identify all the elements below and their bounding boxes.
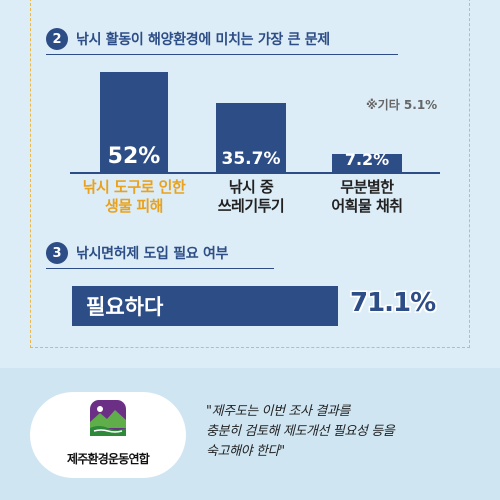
answer-value: 71.1% <box>350 288 436 318</box>
section-3-header: 3 낚시면허제 도입 필요 여부 <box>46 240 274 269</box>
category-label: 낚시 중 쓰레기투기 <box>217 178 285 215</box>
header-underline <box>46 267 274 269</box>
section-number-badge: 2 <box>46 28 68 50</box>
dashed-frame <box>30 0 470 348</box>
category-label: 낚시 도구로 인한 생물 피해 <box>82 178 186 215</box>
category-label: 무분별한 어획물 채취 <box>331 178 403 215</box>
bar-reckless-harvest: 7.2% <box>332 150 402 172</box>
section-number-badge: 3 <box>46 242 68 264</box>
bar-value-label: 52% <box>107 144 161 169</box>
bar-value-label: 7.2% <box>344 150 390 169</box>
bar-fishing-gear-damage: 52% <box>100 72 168 172</box>
license-needed-bar: 필요하다 <box>72 286 338 326</box>
section-title: 낚시면허제 도입 필요 여부 <box>76 246 229 262</box>
org-name: 제주환경운동연합 <box>67 452 150 466</box>
section-2-header: 2 낚시 활동이 해양환경에 미치는 가장 큰 문제 <box>46 26 398 55</box>
chart-baseline <box>70 172 440 174</box>
jeju-landscape-icon <box>90 400 126 436</box>
header-underline <box>46 53 398 55</box>
section-title: 낚시 활동이 해양환경에 미치는 가장 큰 문제 <box>76 32 330 48</box>
answer-label: 필요하다 <box>86 295 164 319</box>
other-note: ※기타 5.1% <box>366 98 438 112</box>
quote-text: "제주도는 이번 조사 결과를 충분히 검토해 제도개선 필요성 등을 숙고해야… <box>206 404 395 459</box>
bar-litter-dumping: 35.7% <box>216 103 286 172</box>
bar-value-label: 35.7% <box>221 148 281 169</box>
org-logo-card: 제주환경운동연합 <box>30 392 186 478</box>
